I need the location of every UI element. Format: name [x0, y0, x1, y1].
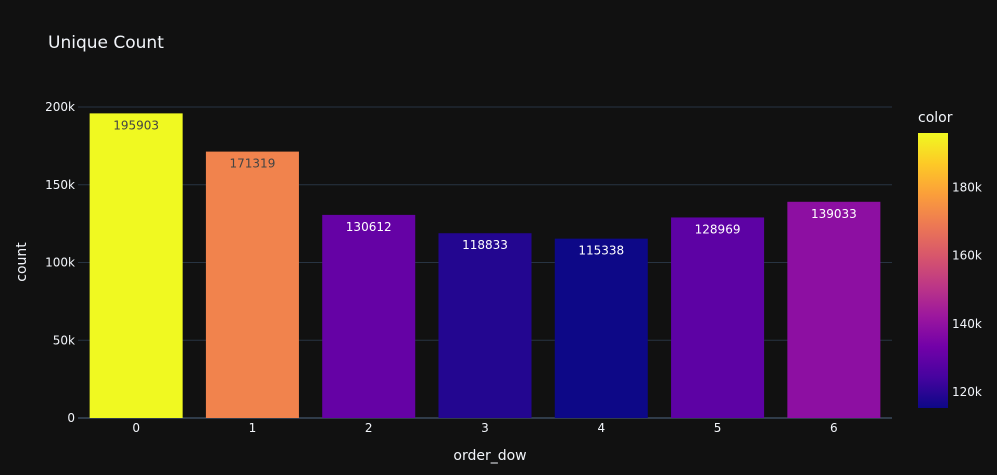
bar-data-label: 139033: [811, 207, 857, 221]
bar: [89, 113, 183, 418]
bar: [438, 233, 532, 418]
x-tick-label: 4: [597, 421, 605, 435]
x-tick-label: 0: [132, 421, 140, 435]
x-tick-label: 6: [830, 421, 838, 435]
y-tick-label: 200k: [45, 100, 75, 114]
colorbar-tick-label: 120k: [952, 385, 982, 399]
bar: [205, 151, 299, 419]
bar-data-label: 118833: [462, 238, 508, 252]
colorbar-tick-label: 180k: [952, 180, 982, 194]
colorbar-tick-labels: 120k 140k 160k 180k: [952, 180, 982, 399]
bar: [554, 238, 648, 418]
y-tick-label: 0: [67, 411, 75, 425]
bars: 195903 171319 130612 118833 115338 128969 1390…: [89, 113, 881, 419]
colorbar-tick-label: 160k: [952, 249, 982, 263]
y-tick-label: 50k: [53, 333, 75, 347]
bar-data-label: 195903: [113, 118, 159, 132]
x-tick-label: 3: [481, 421, 489, 435]
colorbar-title: color: [918, 110, 953, 126]
y-tick-labels: 0 50k 100k 150k 200k: [45, 100, 75, 425]
bar: [787, 201, 881, 418]
y-tick-label: 150k: [45, 178, 75, 192]
colorbar-tick-label: 140k: [952, 317, 982, 331]
x-tick-label: 5: [714, 421, 722, 435]
colorbar: [918, 133, 948, 408]
x-tick-label: 1: [249, 421, 257, 435]
bar-data-label: 171319: [230, 157, 276, 171]
y-axis-title: count: [14, 242, 30, 282]
bar: [322, 214, 416, 418]
x-tick-label: 2: [365, 421, 373, 435]
y-tick-label: 100k: [45, 256, 75, 270]
bar: [671, 217, 765, 418]
bar-data-label: 115338: [578, 244, 624, 258]
chart-title: Unique Count: [48, 33, 164, 53]
x-tick-labels: 0 1 2 3 4 5 6: [132, 421, 837, 435]
bar-data-label: 128969: [695, 222, 741, 236]
x-axis-title: order_dow: [453, 448, 526, 464]
bar-data-label: 130612: [346, 220, 392, 234]
